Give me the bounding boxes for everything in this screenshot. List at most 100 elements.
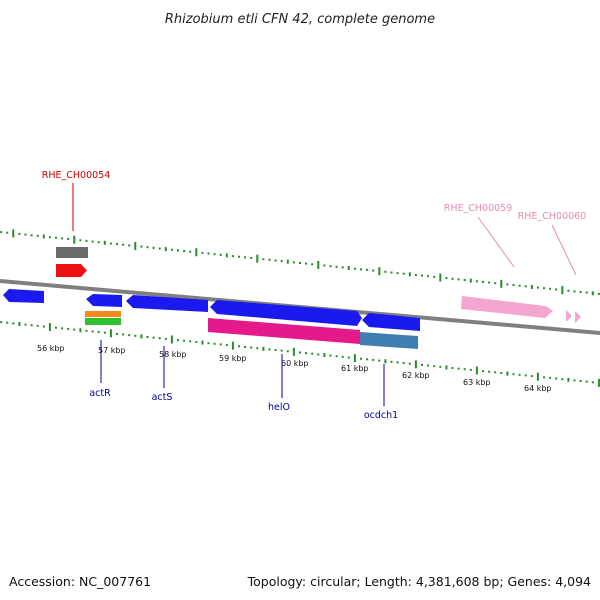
- label-actS[interactable]: actS: [152, 392, 173, 403]
- lower-tick: [390, 360, 393, 363]
- lower-tick: [561, 378, 564, 381]
- lower-tick: [280, 349, 283, 352]
- upper-tick: [286, 259, 289, 264]
- lower-tick: [396, 361, 399, 364]
- label-ocdch1[interactable]: ocdch1: [364, 410, 398, 421]
- upper-tick: [97, 241, 100, 244]
- tick-labels: 56 kbp 57 kbp 58 kbp 59 kbp 60 kbp 61 kb…: [37, 344, 552, 393]
- gene-actS[interactable]: [126, 295, 208, 312]
- lower-tick: [61, 327, 64, 330]
- gene-actR-green[interactable]: [85, 318, 121, 325]
- lower-tick: [469, 368, 472, 371]
- lower-tick: [427, 364, 430, 367]
- label-actR[interactable]: actR: [89, 388, 111, 399]
- lower-tick: [238, 345, 240, 348]
- upper-tick: [170, 248, 173, 251]
- lower-tick: [12, 322, 15, 325]
- gene-rhe-ch00060-a[interactable]: [566, 310, 572, 322]
- lower-tick: [177, 339, 179, 342]
- upper-tick: [292, 261, 295, 264]
- lower-tick: [67, 327, 70, 330]
- upper-tick: [591, 291, 594, 296]
- label-rhe-ch00060[interactable]: RHE_CH00060: [518, 211, 587, 222]
- upper-tick: [427, 275, 430, 278]
- upper-tick: [494, 282, 497, 285]
- lower-tick: [433, 365, 436, 368]
- upper-tick: [536, 286, 539, 289]
- upper-tick: [378, 267, 381, 276]
- lower-tick: [116, 332, 118, 335]
- upper-tick: [244, 256, 247, 259]
- upper-tick: [79, 239, 82, 242]
- lower-tick: [451, 367, 454, 369]
- tick-label-58kbp: 58 kbp: [159, 350, 187, 359]
- upper-tick: [353, 267, 356, 270]
- tick-label-59kbp: 59 kbp: [219, 354, 247, 363]
- upper-tick: [518, 284, 521, 287]
- upper-tick: [250, 257, 253, 259]
- topology-text: Topology: circular; Length: 4,381,608 bp…: [247, 574, 591, 589]
- lower-tick: [128, 334, 131, 337]
- upper-tick: [555, 288, 558, 291]
- upper-tick: [311, 263, 314, 266]
- upper-tick: [91, 240, 94, 243]
- lower-tick: [421, 363, 423, 366]
- lower-tick: [256, 347, 259, 350]
- label-helO[interactable]: helO: [268, 402, 290, 413]
- upper-tick: [109, 242, 112, 245]
- gene-helO[interactable]: [210, 300, 362, 326]
- lower-tick: [189, 340, 192, 343]
- upper-tick: [67, 238, 70, 240]
- upper-tick: [323, 264, 326, 267]
- label-rhe-ch00054[interactable]: RHE_CH00054: [42, 170, 111, 181]
- upper-tick: [396, 272, 399, 275]
- lower-tick: [79, 328, 82, 333]
- connector-rhe-ch00059: [477, 216, 515, 268]
- lower-tick: [518, 373, 521, 376]
- upper-tick: [6, 231, 9, 234]
- gene-actR-orange[interactable]: [85, 311, 121, 317]
- upper-tick: [372, 269, 375, 272]
- gene-ocdch1-blue[interactable]: [362, 313, 420, 331]
- lower-tick: [286, 350, 289, 353]
- upper-tick: [561, 286, 564, 295]
- gene-blue-left-edge[interactable]: [3, 289, 44, 303]
- lower-tick: [225, 344, 228, 347]
- gene-red-arrow[interactable]: [56, 264, 87, 277]
- lower-tick: [366, 358, 369, 361]
- upper-tick: [512, 284, 515, 287]
- lower-tick: [549, 376, 552, 379]
- lower-tick: [494, 371, 497, 374]
- lower-tick: [579, 380, 582, 382]
- lower-tick: [244, 345, 247, 348]
- gene-rhe-ch00060-b[interactable]: [575, 311, 581, 323]
- lower-tick: [439, 365, 442, 368]
- gene-helO-magenta[interactable]: [208, 318, 360, 344]
- lower-tick: [372, 358, 375, 361]
- lower-tick: [360, 357, 362, 360]
- tick-label-64kbp: 64 kbp: [524, 384, 552, 393]
- upper-tick: [439, 273, 442, 282]
- upper-tick: [506, 283, 509, 286]
- upper-tick: [48, 236, 51, 239]
- upper-tick: [177, 249, 179, 252]
- lower-tick: [573, 379, 576, 382]
- upper-tick: [469, 278, 472, 283]
- lower-tick: [530, 375, 533, 378]
- lower-tick: [146, 336, 149, 338]
- gene-ocdch1-steel[interactable]: [360, 332, 418, 349]
- accession-text: Accession: NC_007761: [9, 574, 151, 589]
- upper-tick: [128, 244, 131, 247]
- gene-actR-blue[interactable]: [86, 294, 122, 307]
- upper-tick: [195, 248, 198, 257]
- lower-tick: [347, 356, 350, 359]
- connector-rhe-ch00060: [551, 224, 577, 276]
- upper-tick: [42, 234, 45, 239]
- label-rhe-ch00059[interactable]: RHE_CH00059: [444, 203, 513, 214]
- gene-rhe-ch00059[interactable]: [461, 296, 553, 318]
- gene-rhe-ch00054-gray[interactable]: [56, 247, 88, 258]
- lower-tick: [91, 330, 94, 333]
- upper-tick: [585, 291, 588, 294]
- upper-tick: [61, 237, 64, 240]
- upper-tick: [408, 272, 411, 277]
